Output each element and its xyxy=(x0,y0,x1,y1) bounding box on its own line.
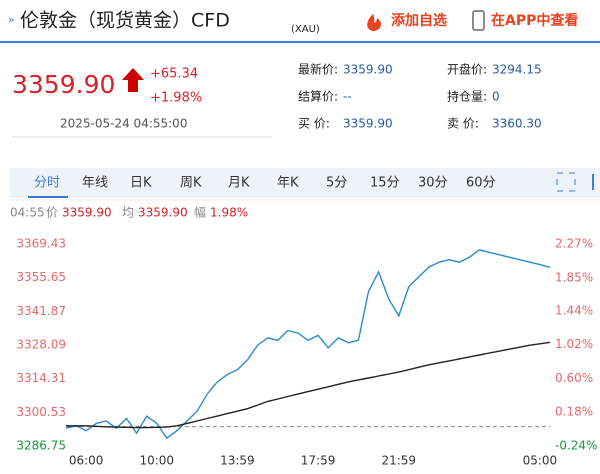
field-value: -- xyxy=(343,90,352,104)
field-value: 3359.90 xyxy=(343,63,393,77)
info-amp: 1.98% xyxy=(210,206,248,220)
y-tick-label: 3300.53 xyxy=(16,405,66,419)
y2-tick-label: 1.85% xyxy=(555,270,593,284)
tab-bar xyxy=(10,168,600,198)
y-tick-label: 3355.65 xyxy=(16,270,66,284)
app-button[interactable]: 在APP中查看 xyxy=(491,12,578,29)
tab[interactable]: 年线 xyxy=(82,176,108,191)
tab[interactable]: 30分 xyxy=(418,176,448,191)
title: 伦敦金（现货黄金）CFD xyxy=(20,10,230,32)
x-tick-label: 13:59 xyxy=(220,454,255,468)
fields: 最新价: 3359.90 开盘价: 3294.15 结算价: -- 持仓量: 0 买 价: 335… xyxy=(298,62,542,131)
y-tick-label: 3314.31 xyxy=(16,371,66,385)
info-amp-label: 幅 xyxy=(194,205,206,220)
fire-icon[interactable] xyxy=(367,14,381,31)
fullscreen-icon[interactable] xyxy=(556,172,576,192)
icon: » xyxy=(8,13,15,26)
y2-tick-label: 0.18% xyxy=(555,405,593,419)
info-price: 3359.90 xyxy=(62,206,112,220)
up-arrow xyxy=(122,68,144,92)
y2-tick-label: 2.27% xyxy=(555,237,593,251)
tab[interactable]: 年K xyxy=(277,176,299,191)
y-tick-label: 3286.75 xyxy=(16,439,66,453)
y2-tick-label: 1.44% xyxy=(555,303,593,317)
tab[interactable]: 日K xyxy=(130,176,152,191)
change-pct: +1.98% xyxy=(150,91,202,106)
y2-tick-label: 1.02% xyxy=(555,337,593,351)
change: +65.34 xyxy=(150,67,198,82)
y2-tick-label: 0.60% xyxy=(555,371,593,385)
field-label: 持仓量: xyxy=(447,89,487,104)
y-tick-label: 3328.09 xyxy=(16,338,66,352)
field-label: 最新价: xyxy=(298,62,338,77)
tab[interactable]: 分时 xyxy=(34,176,60,191)
tab[interactable]: 周K xyxy=(180,176,202,191)
tab[interactable]: 60分 xyxy=(466,176,496,191)
info-line: 04:55 价 3359.90 均 3359.90 幅 1.98% xyxy=(10,205,248,220)
y-tick-label: 3341.87 xyxy=(16,304,66,318)
x-tick-label: 10:00 xyxy=(139,454,174,468)
code: (XAU) xyxy=(291,24,320,35)
phone-icon[interactable] xyxy=(472,10,485,31)
x-tick-label: 21:59 xyxy=(381,454,416,468)
tab[interactable]: 5分 xyxy=(326,176,347,191)
header-rule xyxy=(0,41,600,43)
quote-time: 2025-05-24 04:55:00 xyxy=(60,117,187,131)
info-avg: 3359.90 xyxy=(138,206,188,220)
field-label: 开盘价: xyxy=(447,62,487,77)
info-price-label: 价 xyxy=(46,206,58,220)
field-value: 0 xyxy=(492,90,500,104)
tab[interactable]: 15分 xyxy=(370,176,400,191)
tabs: 分时 年线 日K 周K 月K 年K 5分 15分 30分 60分 xyxy=(28,176,496,198)
field-value: 3359.90 xyxy=(343,117,393,131)
info-time: 04:55 xyxy=(10,206,45,220)
price: 3359.90 xyxy=(12,70,115,99)
series-line xyxy=(66,341,551,429)
x-tick-label: 17:59 xyxy=(301,454,336,468)
info-avg-label: 均 xyxy=(122,206,134,220)
field-value: 3294.15 xyxy=(492,63,542,77)
field-label: 买 价: xyxy=(298,117,330,131)
field-label: 结算价: xyxy=(298,89,338,104)
field-label: 卖 价: xyxy=(447,117,479,131)
series-line xyxy=(65,249,551,440)
x-tick-label: 06:00 xyxy=(69,454,104,468)
field-value: 3360.30 xyxy=(492,117,542,131)
y-tick-label: 3369.43 xyxy=(16,237,66,251)
chart: 3369.43 3355.65 3341.87 3328.09 3314.31 3300.… xyxy=(16,237,597,468)
x-tick-label: 05:00 xyxy=(523,454,558,468)
y2-tick-label: -0.24% xyxy=(555,439,597,453)
tab[interactable]: 月K xyxy=(228,176,250,191)
add-button[interactable]: 添加自选 xyxy=(391,12,447,29)
